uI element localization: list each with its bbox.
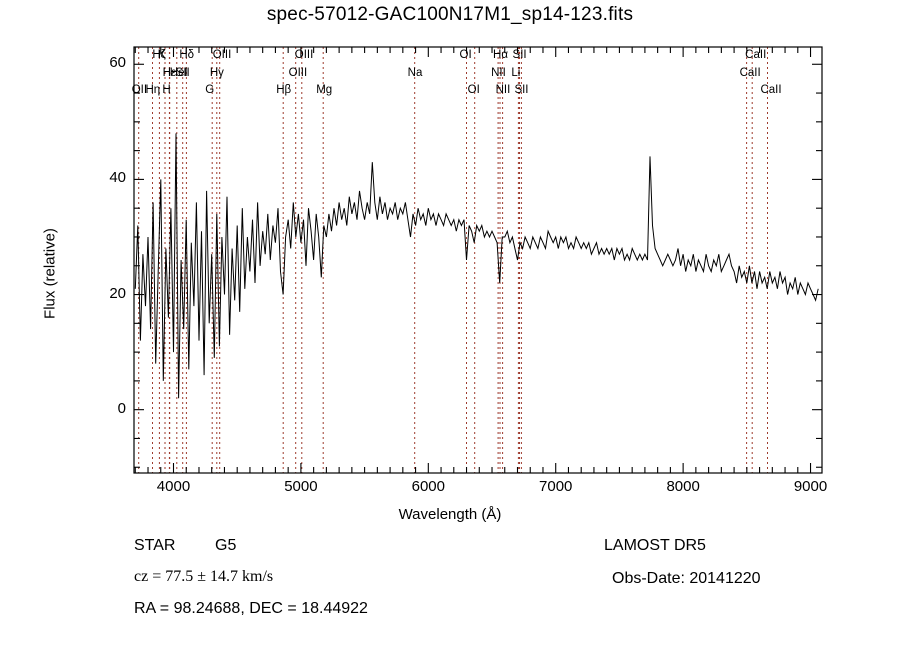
footer-survey: LAMOST DR5 bbox=[604, 537, 706, 554]
y-tick-label-20: 20 bbox=[109, 284, 126, 302]
plot-frame bbox=[133, 46, 823, 474]
x-tick-label-7000: 7000 bbox=[539, 478, 573, 495]
page-title: spec-57012-GAC100N17M1_sp14-123.fits bbox=[266, 4, 634, 25]
line-label-H: Hδ bbox=[179, 49, 195, 61]
line-label-OIII: OIII bbox=[212, 49, 232, 61]
y-tick-label-60: 60 bbox=[109, 54, 126, 72]
line-label-SII: SII bbox=[175, 67, 190, 79]
line-label-H: Hε bbox=[162, 67, 177, 79]
footer-velocity: cz = 77.5 ± 14.7 km/s bbox=[134, 568, 274, 585]
line-label-CaII: CaII bbox=[745, 49, 767, 61]
line-label-SII: SII bbox=[514, 84, 529, 96]
line-label-OIII: OIII bbox=[294, 49, 314, 61]
footer-object-type: STAR bbox=[134, 537, 176, 554]
line-label-NII: NII bbox=[495, 84, 511, 96]
y-tick-label-0: 0 bbox=[117, 399, 126, 417]
x-tick-label-6000: 6000 bbox=[411, 478, 445, 495]
line-label-Na: Na bbox=[407, 67, 423, 79]
footer-obsdate: Obs-Date: 20141220 bbox=[612, 570, 761, 587]
line-label-HeI: HeI bbox=[169, 67, 188, 79]
y-tick-label-40: 40 bbox=[109, 169, 126, 187]
line-label-H: Hγ bbox=[209, 67, 224, 79]
line-label-H: Hη bbox=[145, 84, 161, 96]
y-axis-label: Flux (relative) bbox=[41, 228, 59, 319]
line-label-CaIIK: K bbox=[157, 49, 166, 61]
x-tick-label-9000: 9000 bbox=[793, 478, 828, 495]
line-label-OIII: OIII bbox=[288, 67, 308, 79]
line-label-H: Hα bbox=[493, 49, 508, 61]
line-label-CaII: CaII bbox=[739, 67, 761, 79]
line-label-NII: NII bbox=[491, 67, 506, 79]
x-tick-label-5000: 5000 bbox=[284, 478, 318, 495]
x-tick-label-4000: 4000 bbox=[156, 478, 191, 495]
line-label-G: G bbox=[205, 84, 215, 96]
footer-spectral-class: G5 bbox=[215, 537, 237, 554]
spectral-line-markers bbox=[138, 47, 768, 473]
footer-coordinates: RA = 98.24688, DEC = 18.44922 bbox=[134, 600, 368, 617]
line-label-SII: SII bbox=[512, 49, 527, 61]
line-label-H: Hζ bbox=[152, 49, 166, 61]
line-label-Mg: Mg bbox=[316, 84, 333, 96]
x-tick-label-8000: 8000 bbox=[666, 478, 700, 495]
line-label-CaIIH: H bbox=[162, 84, 171, 96]
line-label-OII: OII bbox=[131, 84, 148, 96]
line-label-CaII: CaII bbox=[760, 84, 782, 96]
line-label-Li: Li bbox=[511, 67, 521, 79]
line-label-OI: OI bbox=[459, 49, 472, 61]
line-label-H: Hβ bbox=[276, 84, 292, 96]
axis-ticks bbox=[134, 47, 822, 473]
line-label-OI: OI bbox=[467, 84, 480, 96]
x-axis-label: Wavelength (Å) bbox=[398, 506, 502, 523]
spectrum-trace bbox=[134, 133, 819, 399]
